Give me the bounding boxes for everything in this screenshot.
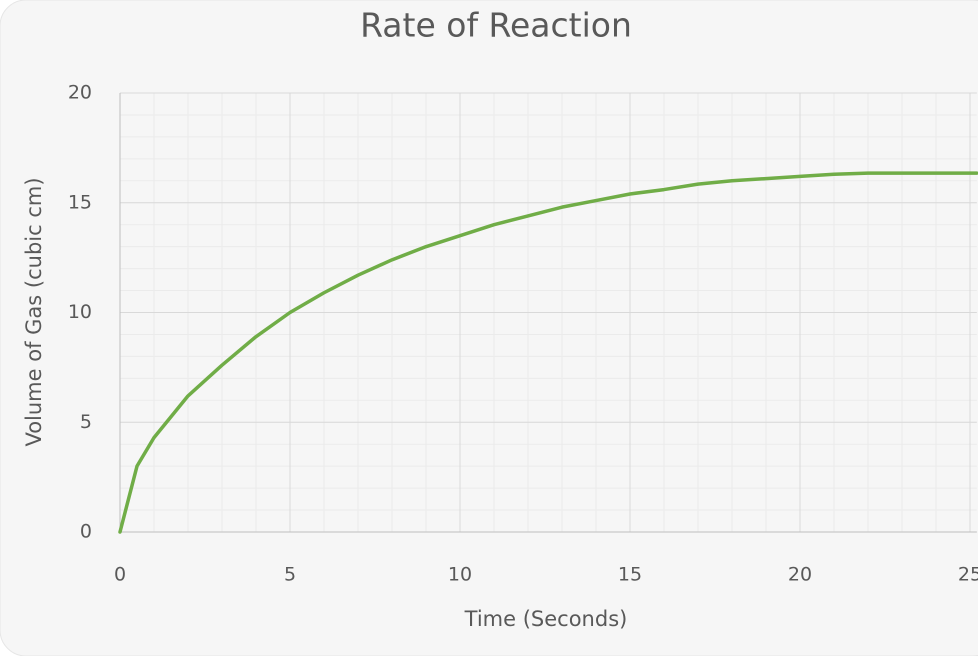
x-tick-label: 15	[618, 564, 642, 586]
y-tick-label: 5	[80, 411, 92, 433]
data-line	[118, 171, 978, 534]
chart-title: Rate of Reaction	[360, 6, 632, 45]
x-tick-label: 25	[958, 564, 978, 586]
x-axis-label: Time (Seconds)	[464, 607, 628, 631]
x-tick-label: 10	[448, 564, 472, 586]
x-tick-label: 0	[114, 564, 126, 586]
y-axis-label: Volume of Gas (cubic cm)	[22, 177, 46, 446]
y-tick-label: 20	[68, 82, 92, 104]
x-tick-label: 5	[284, 564, 296, 586]
y-tick-label: 0	[80, 521, 92, 543]
y-tick-label: 15	[68, 191, 92, 213]
y-tick-label: 10	[68, 301, 92, 323]
x-tick-label: 20	[788, 564, 812, 586]
